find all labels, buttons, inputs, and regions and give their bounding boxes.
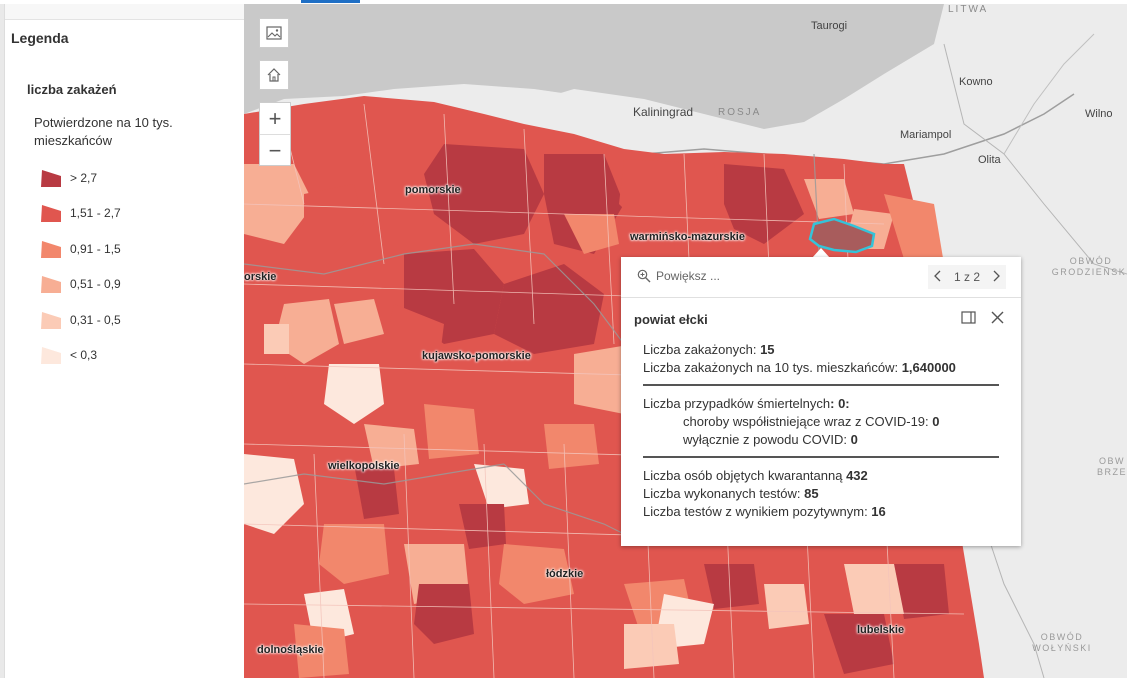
minus-icon: −	[268, 137, 282, 163]
zoom-out-button[interactable]: −	[260, 134, 290, 166]
active-tab-indicator	[301, 0, 360, 3]
top-bar	[0, 0, 1127, 4]
legend-item: > 2,7	[40, 160, 121, 196]
field-label: choroby współistniejące wraz z COVID-19:	[683, 414, 933, 429]
legend-item: 1,51 - 2,7	[40, 196, 121, 232]
legend-panel-header	[5, 4, 244, 20]
field-value: 85	[804, 486, 819, 501]
voivodeship-label: kujawsko-pomorskie	[422, 350, 531, 362]
chevron-left-icon	[934, 270, 941, 281]
field-value: 16	[871, 504, 886, 519]
voivodeship-label: orskie	[244, 271, 277, 283]
basemap-toggle-button[interactable]	[259, 18, 289, 48]
field-label: Liczba zakażonych:	[643, 342, 761, 357]
popup-field: choroby współistniejące wraz z COVID-19:…	[643, 413, 1001, 431]
field-label: Liczba wykonanych testów:	[643, 486, 805, 501]
plus-icon: +	[268, 105, 282, 131]
field-value: 1,640000	[901, 360, 956, 375]
home-icon	[267, 68, 281, 82]
zoom-in-button[interactable]: +	[260, 103, 290, 134]
legend-title: Legenda	[11, 30, 69, 46]
legend-layer-title: liczba zakażeń	[27, 82, 117, 97]
region-label: OBW BRZE	[1096, 456, 1127, 477]
voivodeship-label: wielkopolskie	[328, 460, 400, 472]
legend-item: 0,51 - 0,9	[40, 267, 121, 303]
close-icon	[991, 311, 1004, 324]
zoom-controls: + −	[259, 102, 291, 166]
popup-field: Liczba zakażonych: 15	[643, 341, 1001, 359]
popup-field: Liczba osób objętych kwarantanną 432	[643, 467, 1001, 485]
image-icon	[266, 26, 282, 40]
legend-label: > 2,7	[70, 170, 98, 185]
region-label: OBWÓD GRODZIEŃSKI	[1051, 256, 1127, 277]
voivodeship-label: dolnośląskie	[257, 644, 324, 656]
zoom-link-label: Powiększ ...	[656, 269, 721, 283]
country-label: ROSJA	[718, 107, 762, 118]
legend-swatch	[40, 344, 62, 366]
dock-popup-button[interactable]	[961, 311, 976, 329]
field-value: 15	[760, 342, 775, 357]
city-label: Kowno	[959, 76, 993, 88]
zoom-to-feature-link[interactable]: Powiększ ...	[637, 269, 720, 283]
popup-field: Liczba testów z wynikiem pozytywnym: 16	[643, 503, 1001, 521]
field-label: wyłącznie z powodu COVID:	[683, 432, 851, 447]
popup-title: powiat ełcki	[634, 312, 708, 327]
previous-feature-button[interactable]	[934, 270, 942, 285]
pager-text: 1 z 2	[953, 270, 980, 284]
popup-toolbar: Powiększ ... 1 z 2	[621, 257, 1021, 298]
legend-swatch	[40, 273, 62, 295]
legend-field-label: Potwierdzone na 10 tys. mieszkańców	[34, 115, 173, 148]
field-value: 432	[846, 468, 868, 483]
legend-swatch	[40, 202, 62, 224]
popup-field: Liczba zakażonych na 10 tys. mieszkańców…	[643, 359, 1001, 377]
popup-content: Liczba zakażonych: 15 Liczba zakażonych …	[643, 341, 1001, 521]
popup-pointer	[812, 248, 830, 258]
close-popup-button[interactable]	[990, 310, 1005, 330]
voivodeship-label: łódzkie	[546, 568, 584, 580]
field-value: 0	[932, 414, 940, 429]
zoom-magnifier-icon	[637, 269, 651, 283]
popup-field: Liczba przypadków śmiertelnych: 0:	[643, 395, 1001, 413]
legend-items: > 2,7 1,51 - 2,7 0,91 - 1,5 0,51 - 0,9 0…	[40, 160, 121, 373]
legend-swatch	[40, 167, 62, 189]
popup-pager: 1 z 2	[928, 265, 1006, 289]
legend-panel	[4, 4, 244, 678]
legend-label: 0,31 - 0,5	[70, 312, 121, 327]
field-value: : 0:	[830, 396, 850, 411]
region-label: OBWÓD WOŁYŃSKI	[1032, 632, 1092, 653]
chevron-right-icon	[993, 270, 1000, 281]
field-label: Liczba osób objętych kwarantanną	[643, 468, 847, 483]
voivodeship-label: pomorskie	[405, 184, 461, 196]
popup-field: wyłącznie z powodu COVID: 0	[643, 431, 1001, 449]
field-label: Liczba zakażonych na 10 tys. mieszkańców…	[643, 360, 902, 375]
city-label: Wilno	[1085, 108, 1113, 120]
country-label: LITWA	[948, 4, 989, 15]
voivodeship-label: lubelskie	[857, 624, 905, 636]
legend-swatch	[40, 238, 62, 260]
legend-label: 1,51 - 2,7	[70, 206, 121, 221]
city-label: Kaliningrad	[633, 105, 694, 119]
popup-separator	[643, 456, 999, 458]
home-button[interactable]	[259, 60, 289, 90]
city-label: Olita	[978, 154, 1001, 166]
legend-label: 0,51 - 0,9	[70, 277, 121, 292]
next-feature-button[interactable]	[992, 270, 1000, 285]
feature-popup: Powiększ ... 1 z 2 powiat ełcki Liczba z…	[621, 257, 1021, 546]
legend-item: 0,31 - 0,5	[40, 302, 121, 338]
field-value: 0	[850, 432, 858, 447]
legend-item: 0,91 - 1,5	[40, 231, 121, 267]
popup-field: Liczba wykonanych testów: 85	[643, 485, 1001, 503]
legend-item: < 0,3	[40, 338, 121, 374]
legend-label: 0,91 - 1,5	[70, 241, 121, 256]
city-label: Taurogi	[811, 20, 848, 32]
legend-label: < 0,3	[70, 348, 98, 363]
field-label: Liczba przypadków śmiertelnych	[643, 396, 831, 411]
city-label: Mariampol	[900, 129, 952, 141]
dock-icon	[961, 311, 976, 324]
popup-separator	[643, 384, 999, 386]
legend-swatch	[40, 309, 62, 331]
field-label: Liczba testów z wynikiem pozytywnym:	[643, 504, 872, 519]
voivodeship-label: warmińsko-mazurskie	[630, 231, 745, 243]
